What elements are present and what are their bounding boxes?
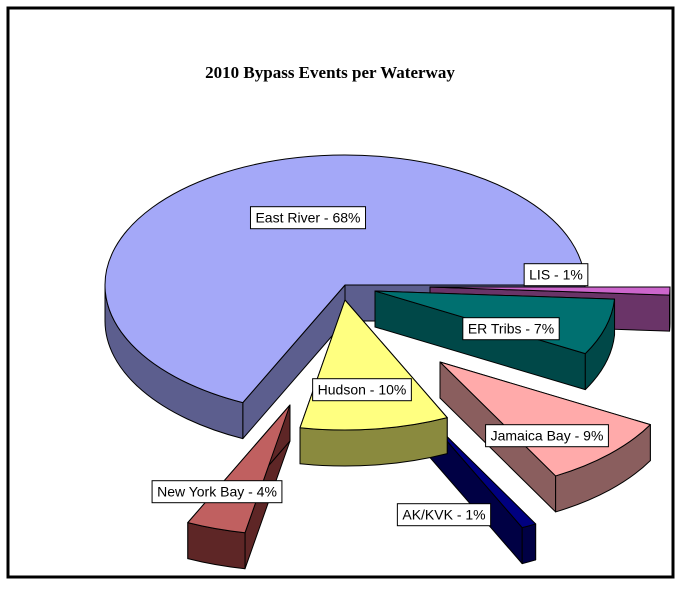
slice-wall	[522, 524, 535, 564]
data-label-group: LIS - 1%	[524, 264, 588, 286]
data-label: East River - 68%	[255, 210, 360, 226]
data-label: LIS - 1%	[529, 267, 583, 283]
data-label-group: Jamaica Bay - 9%	[486, 425, 609, 447]
data-label-group: AK/KVK - 1%	[397, 504, 490, 526]
chart-title: 2010 Bypass Events per Waterway	[205, 63, 455, 82]
data-label: Hudson - 10%	[318, 382, 407, 398]
data-label: AK/KVK - 1%	[402, 507, 485, 523]
data-label-group: ER Tribs - 7%	[463, 318, 559, 340]
data-label: Jamaica Bay - 9%	[491, 428, 604, 444]
data-label-group: Hudson - 10%	[313, 379, 412, 401]
data-label-group: New York Bay - 4%	[152, 481, 282, 503]
data-label: ER Tribs - 7%	[468, 321, 554, 337]
data-label: New York Bay - 4%	[157, 484, 277, 500]
data-label-group: East River - 68%	[250, 207, 365, 229]
